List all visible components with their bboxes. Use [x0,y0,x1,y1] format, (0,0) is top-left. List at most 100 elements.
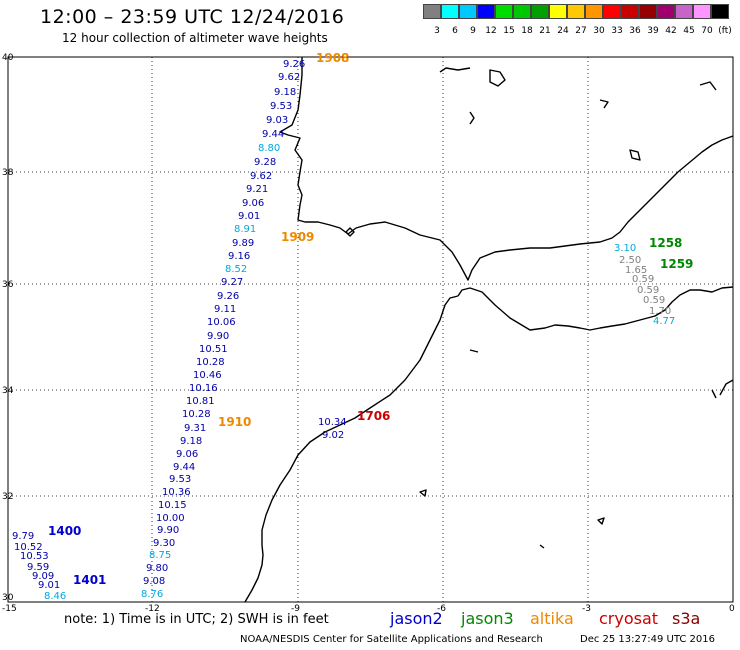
timestamp-text: Dec 25 13:27:49 UTC 2016 [580,634,715,645]
legend-altika: altika [530,609,574,628]
legend-jason3: jason3 [461,609,514,628]
colorbar-label: 33 [611,26,623,36]
colorbar-swatch [675,4,693,19]
wave-height-value: 10.53 [20,551,49,562]
wave-height-value: 10.28 [182,409,211,420]
colorbar-label: 36 [629,26,641,36]
wave-height-value: 0.59 [632,274,654,285]
pass-time-label: 1909 [281,230,314,244]
wave-height-value: 8.75 [149,550,171,561]
wave-height-value: 9.06 [242,198,264,209]
pass-time-label: 1706 [357,409,390,423]
wave-height-value: 1.65 [625,265,647,276]
wave-height-value: 9.90 [207,331,229,342]
colorbar-swatch [621,4,639,19]
wave-height-value: 2.50 [619,255,641,266]
colorbar-swatch [711,4,729,19]
colorbar-swatch [567,4,585,19]
wave-height-value: 9.80 [146,563,168,574]
legend-cryosat: cryosat [599,609,659,628]
wave-height-value: 10.06 [207,317,236,328]
legend-s3a: s3a [672,609,701,628]
wave-height-value: 9.16 [228,251,250,262]
colorbar-swatch [477,4,495,19]
legend-jason2: jason2 [390,609,443,628]
wave-height-value: 9.09 [32,571,54,582]
colorbar-label: 27 [575,26,587,36]
wave-height-value: 9.44 [173,462,195,473]
wave-height-value: 10.46 [193,370,222,381]
colorbar-label: 18 [521,26,533,36]
wave-height-value: 9.03 [266,115,288,126]
wave-height-value: 9.01 [38,580,60,591]
colorbar-swatch [693,4,711,19]
lat-label-32: 32 [2,492,13,502]
colorbar-swatch [441,4,459,19]
wave-height-value: 10.15 [158,500,187,511]
colorbar-swatch [495,4,513,19]
wave-height-value: 10.34 [318,417,347,428]
wave-height-value: 9.02 [322,430,344,441]
colorbar-swatch [639,4,657,19]
wave-height-value: 0.59 [643,295,665,306]
colorbar-swatch [657,4,675,19]
colorbar-swatch [459,4,477,19]
colorbar-label: 3 [434,26,440,36]
colorbar-label: (ft) [718,26,732,36]
wave-height-value: 9.18 [274,87,296,98]
wave-height-value: 9.90 [157,525,179,536]
colorbar-label: 42 [665,26,677,36]
colorbar-label: 24 [557,26,569,36]
wave-height-value: 9.08 [143,576,165,587]
wave-height-value: 8.91 [234,224,256,235]
wave-height-value: 9.53 [270,101,292,112]
wave-height-value: 9.11 [214,304,236,315]
wave-height-observations: 9.26 9.62 9.18 9.53 9.03 9.44 8.80 9.28 9.62 9.21… [12,59,675,602]
wave-height-value: 9.30 [153,538,175,549]
wave-height-value: 0.59 [637,285,659,296]
wave-height-value: 9.27 [221,277,243,288]
wave-height-value: 9.62 [250,171,272,182]
wave-height-value: 9.62 [278,72,300,83]
lat-label-34: 34 [2,386,14,396]
wave-height-value: 9.89 [232,238,254,249]
wave-height-value: 9.21 [246,184,268,195]
colorbar-swatch [585,4,603,19]
lon-label-m12: -12 [145,604,160,614]
wave-height-value: 9.53 [169,474,191,485]
wave-height-value: 10.51 [199,344,228,355]
wave-height-value: 8.46 [44,591,66,602]
lat-label-36: 36 [2,280,14,290]
colorbar-label: 15 [503,26,515,36]
wave-height-value: 8.52 [225,264,247,275]
pass-time-labels: 1908 1909 1910 1706 1400 1401 1258 1259 [48,51,693,587]
colorbar-swatch [513,4,531,19]
colorbar-label: 12 [485,26,497,36]
note-text: note: 1) Time is in UTC; 2) SWH is in fe… [64,612,329,627]
wave-height-value: 9.26 [217,291,239,302]
map-title: 12:00 – 23:59 UTC 12/24/2016 [40,6,345,28]
wave-height-value: 10.00 [156,513,185,524]
lat-label-30: 30 [2,593,14,603]
pass-time-label: 1401 [73,573,106,587]
pass-time-label: 1259 [660,257,693,271]
lon-label-m15: -15 [2,604,17,614]
pass-time-label: 1400 [48,524,81,538]
colorbar-label: 70 [701,26,713,36]
lat-label-38: 38 [2,168,14,178]
wave-height-value: 9.26 [283,59,305,70]
axis-labels: 40 38 36 34 32 30 -15 -12 -9 -6 -3 0 [2,53,735,614]
coastline [244,57,734,603]
colorbar-label: 45 [683,26,695,36]
lon-label-m3: -3 [582,604,591,614]
lon-label-m9: -9 [291,604,300,614]
wave-height-value: 9.44 [262,129,284,140]
pass-time-label: 1258 [649,236,682,250]
colorbar-swatch [603,4,621,19]
wave-height-value: 9.06 [176,449,198,460]
wave-height-value: 1.70 [649,306,671,317]
wave-height-value: 4.77 [653,316,675,327]
lon-label-m6: -6 [437,604,446,614]
pass-time-label: 1908 [316,51,349,65]
wave-height-value: 10.28 [196,357,225,368]
